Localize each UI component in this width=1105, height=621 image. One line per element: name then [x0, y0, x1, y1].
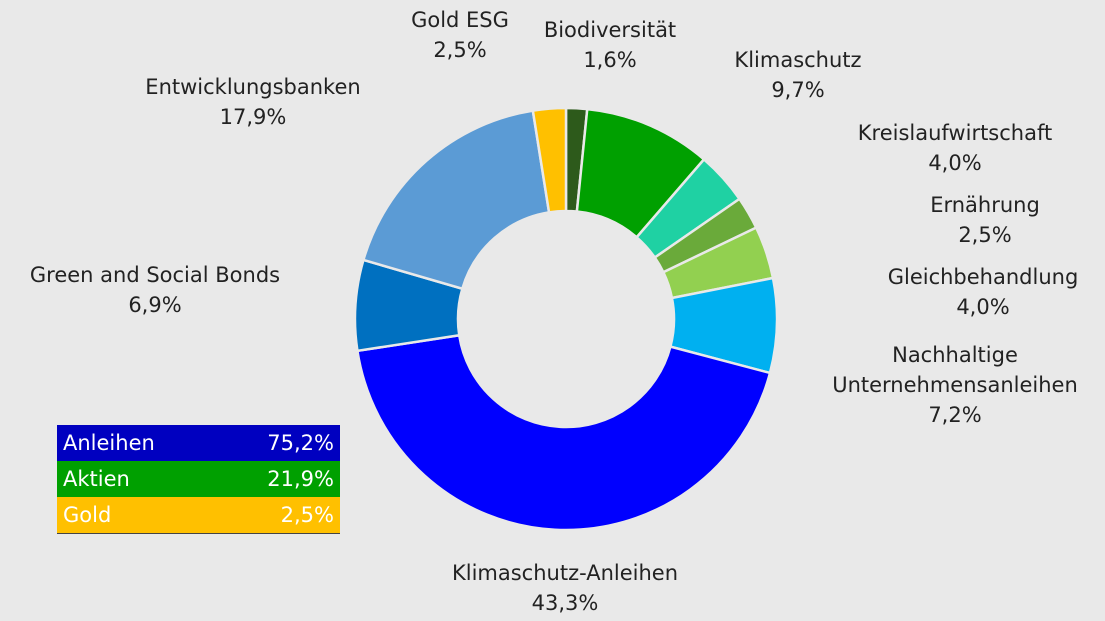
- value-label: 2,5%: [433, 38, 487, 62]
- donut-slice: [355, 333, 772, 532]
- value-label: 4,0%: [928, 151, 982, 175]
- row-label: Aktien: [63, 467, 130, 491]
- value-label: 4,0%: [956, 295, 1010, 319]
- summary-row: Anleihen 75,2%: [57, 425, 340, 461]
- category-name: Klimaschutz: [734, 48, 862, 72]
- category-name: Klimaschutz-Anleihen: [451, 561, 679, 585]
- category-name: Green and Social Bonds: [29, 263, 281, 287]
- slice-label: Green and Social Bonds 6,9%: [30, 260, 280, 320]
- row-value: 2,5%: [280, 503, 334, 527]
- category-name: Gold ESG: [411, 8, 509, 32]
- value-label: 43,3%: [531, 591, 599, 615]
- slice-label: Ernährung 2,5%: [930, 190, 1040, 250]
- value-label: 2,5%: [958, 223, 1012, 247]
- value-label: 6,9%: [128, 293, 182, 317]
- value-label: 1,6%: [583, 48, 637, 72]
- slice-label: Biodiversität 1,6%: [544, 15, 676, 75]
- category-name: Ernährung: [930, 193, 1040, 217]
- summary-row: Gold 2,5%: [57, 497, 340, 533]
- category-name: Biodiversität: [543, 18, 677, 42]
- value-label: 17,9%: [219, 105, 287, 129]
- slice-label: Klimaschutz 9,7%: [734, 45, 861, 105]
- summary-row: Aktien 21,9%: [57, 461, 340, 497]
- value-label: 7,2%: [928, 403, 982, 427]
- row-label: Gold: [63, 503, 112, 527]
- row-value: 75,2%: [267, 431, 334, 455]
- donut-slice: [361, 109, 551, 291]
- row-value: 21,9%: [267, 467, 334, 491]
- donut-slice: [531, 106, 568, 214]
- slice-label: Entwicklungsbanken 17,9%: [145, 72, 360, 132]
- category-name: Kreislaufwirtschaft: [857, 121, 1053, 145]
- category-name: Nachhaltige Unternehmensanleihen: [832, 343, 1078, 397]
- slice-label: Klimaschutz-Anleihen 43,3%: [452, 558, 678, 618]
- category-name: Gleichbehandlung: [887, 265, 1079, 289]
- slice-label: Kreislaufwirtschaft 4,0%: [858, 118, 1052, 178]
- slice-label: Nachhaltige Unternehmensanleihen 7,2%: [810, 340, 1100, 430]
- summary-table: Anleihen 75,2% Aktien 21,9% Gold 2,5%: [57, 425, 340, 534]
- slice-label: Gleichbehandlung 4,0%: [888, 262, 1079, 322]
- slice-label: Gold ESG 2,5%: [411, 5, 509, 65]
- row-label: Anleihen: [63, 431, 155, 455]
- value-label: 9,7%: [771, 78, 825, 102]
- category-name: Entwicklungsbanken: [145, 75, 361, 99]
